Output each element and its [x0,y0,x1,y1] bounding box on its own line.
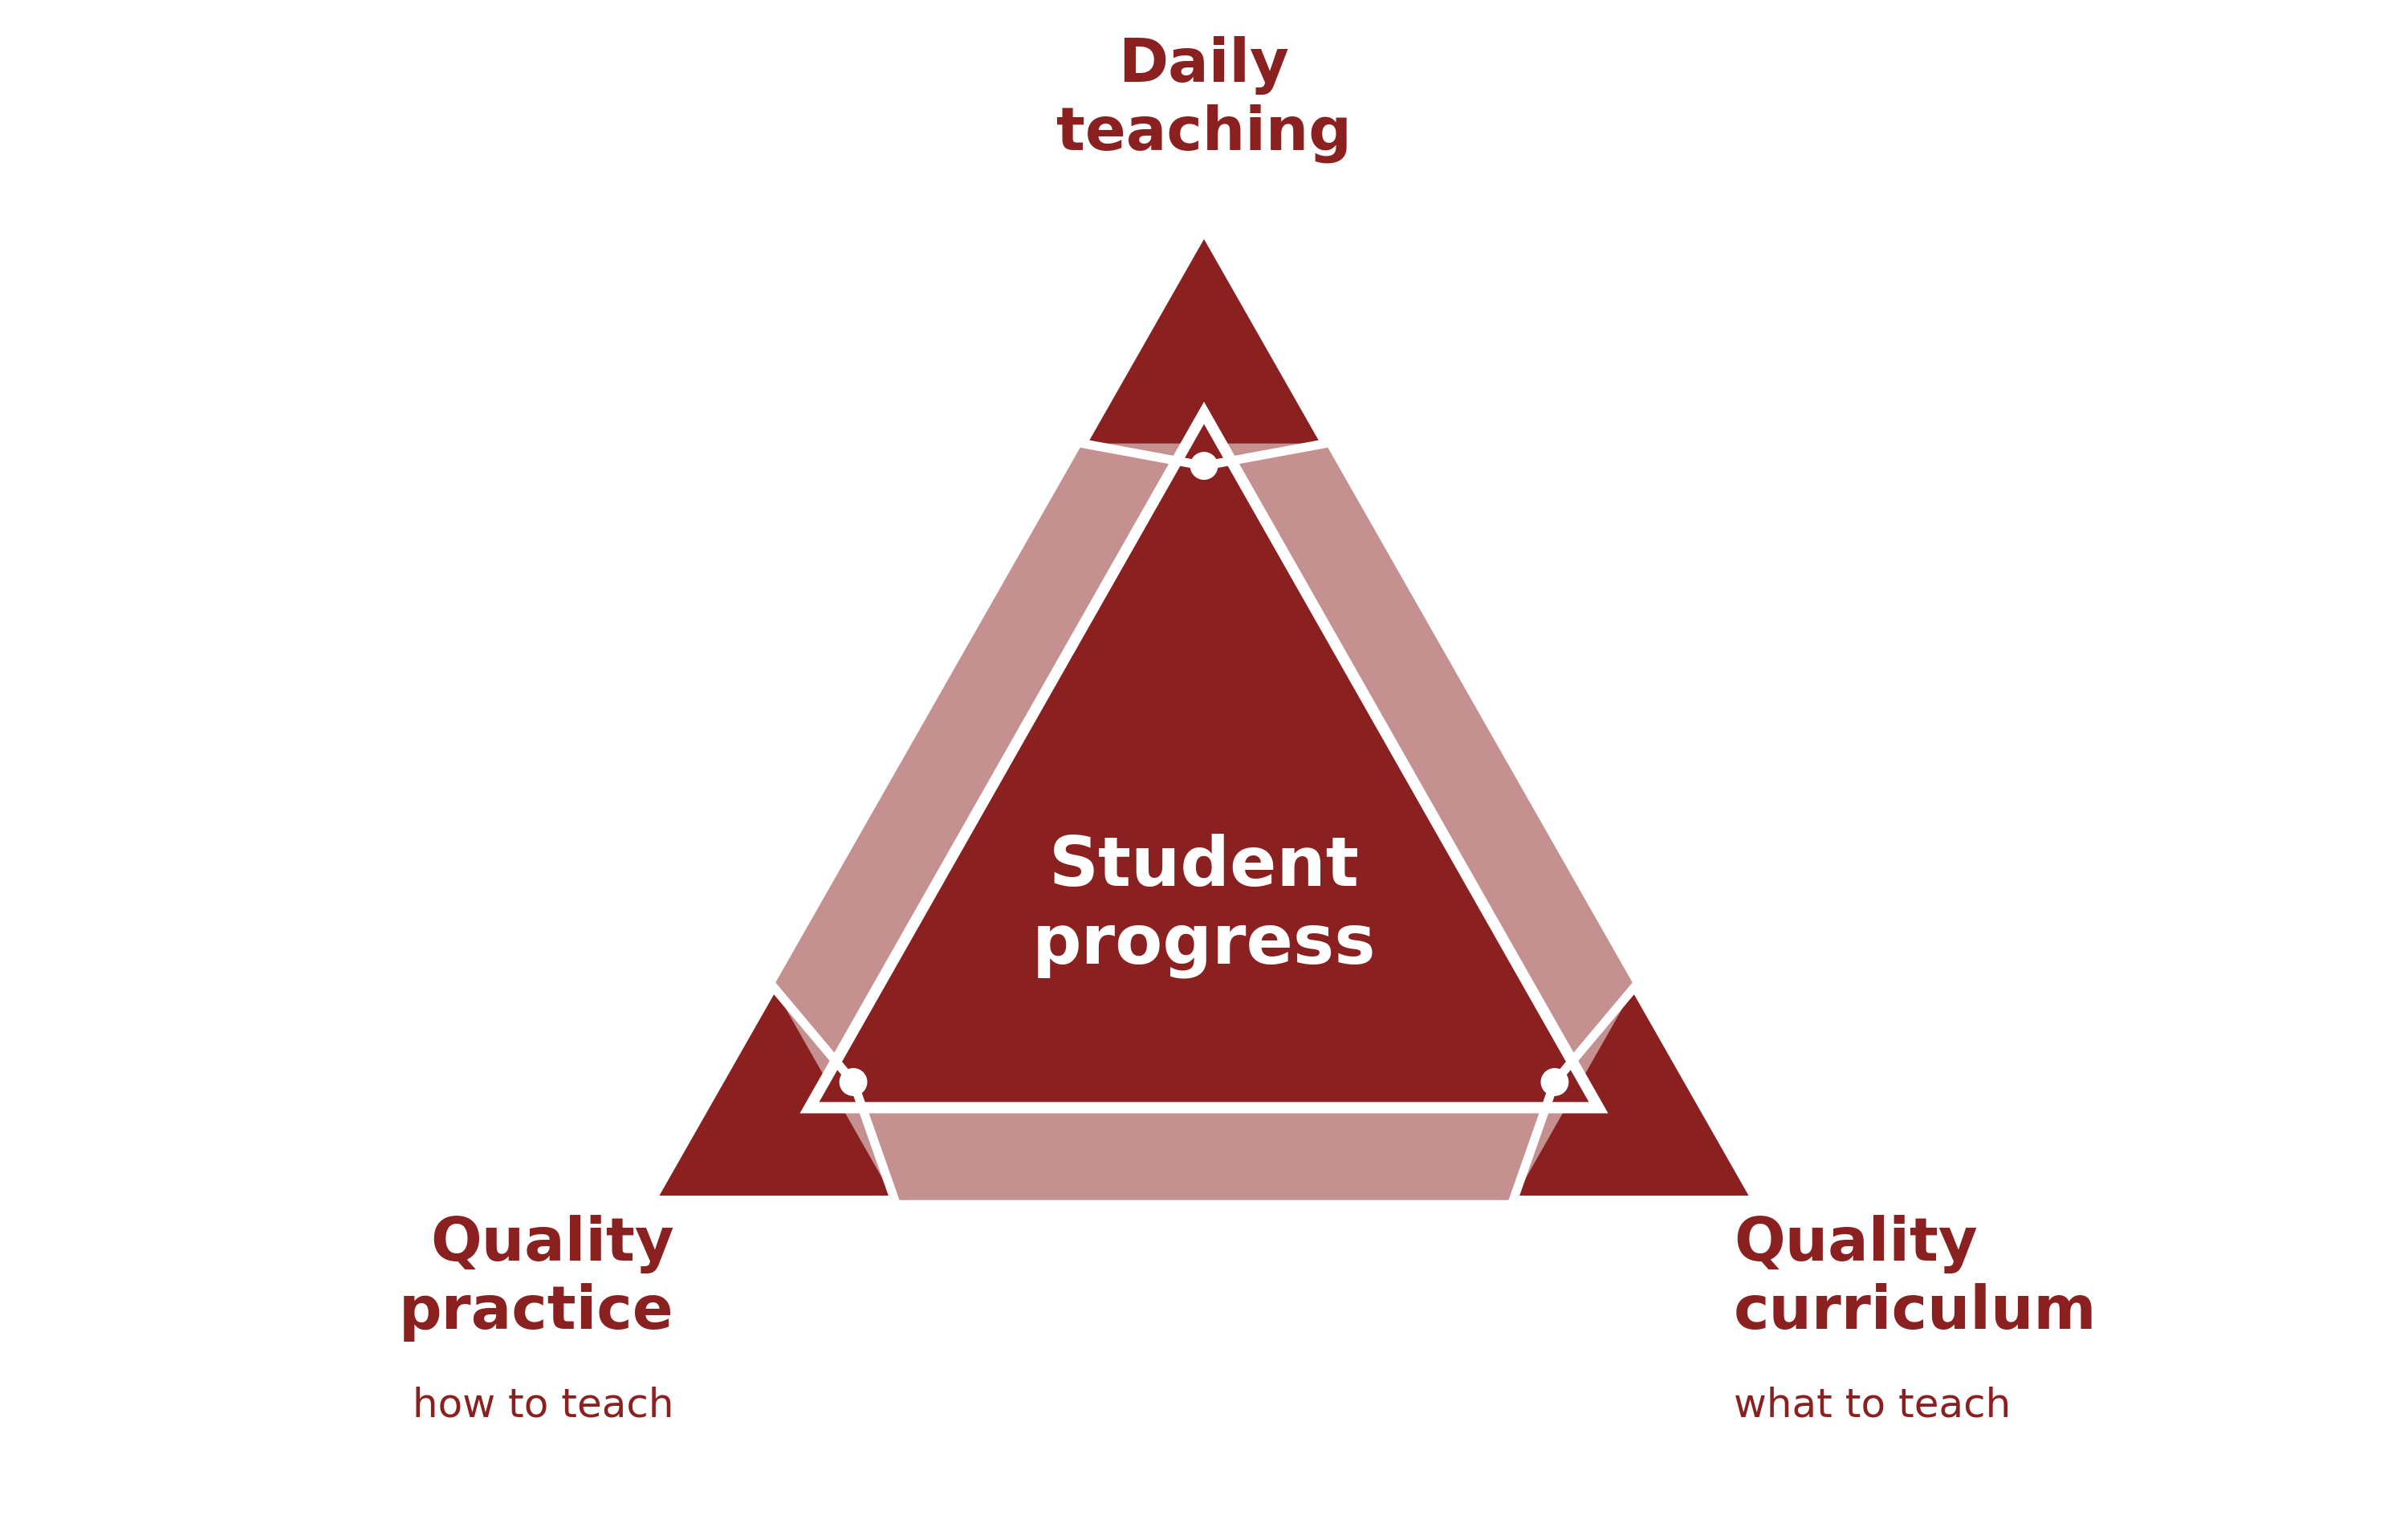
Circle shape [1541,1068,1568,1095]
Text: Daily
teaching: Daily teaching [1057,36,1351,163]
Polygon shape [1512,987,1755,1200]
Polygon shape [1084,229,1324,444]
Polygon shape [819,424,1589,1101]
Text: how to teach: how to teach [412,1387,674,1425]
Circle shape [1190,453,1218,480]
Text: what to teach: what to teach [1734,1387,2011,1425]
Text: Student
progress: Student progress [1033,834,1375,978]
Polygon shape [799,401,1609,1113]
Text: Quality
curriculum: Quality curriculum [1734,1215,2097,1341]
Polygon shape [653,987,896,1200]
Circle shape [840,1068,867,1095]
Text: Quality
practice: Quality practice [400,1215,674,1341]
Polygon shape [653,229,1755,1200]
